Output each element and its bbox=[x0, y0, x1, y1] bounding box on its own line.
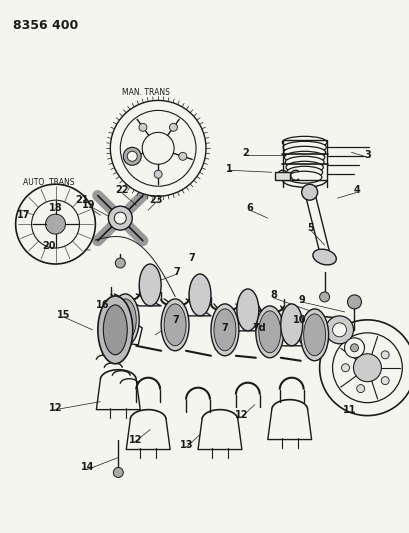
Circle shape bbox=[114, 212, 126, 224]
Circle shape bbox=[123, 147, 141, 165]
Text: 20: 20 bbox=[42, 241, 55, 251]
Ellipse shape bbox=[213, 309, 235, 351]
Text: 18: 18 bbox=[49, 203, 62, 213]
Text: 9: 9 bbox=[298, 295, 304, 305]
Circle shape bbox=[18, 186, 93, 262]
Ellipse shape bbox=[114, 299, 136, 341]
Circle shape bbox=[319, 292, 329, 302]
Text: 3: 3 bbox=[363, 150, 370, 160]
Circle shape bbox=[22, 191, 88, 257]
Ellipse shape bbox=[103, 305, 127, 355]
Circle shape bbox=[129, 152, 137, 160]
Ellipse shape bbox=[164, 304, 186, 346]
Ellipse shape bbox=[312, 249, 335, 265]
Circle shape bbox=[301, 184, 317, 200]
Text: 5: 5 bbox=[306, 223, 313, 233]
Circle shape bbox=[169, 123, 177, 131]
Text: 16: 16 bbox=[95, 300, 109, 310]
Ellipse shape bbox=[161, 299, 189, 351]
Circle shape bbox=[142, 132, 174, 164]
Ellipse shape bbox=[255, 306, 283, 358]
Circle shape bbox=[319, 320, 409, 416]
Circle shape bbox=[344, 338, 364, 358]
FancyBboxPatch shape bbox=[274, 172, 289, 180]
Circle shape bbox=[139, 123, 146, 131]
Ellipse shape bbox=[236, 289, 258, 331]
Circle shape bbox=[45, 214, 65, 234]
Text: 7: 7 bbox=[172, 315, 179, 325]
Text: 17: 17 bbox=[17, 210, 30, 220]
Text: 10: 10 bbox=[292, 315, 306, 325]
Ellipse shape bbox=[282, 141, 326, 154]
Circle shape bbox=[113, 467, 123, 478]
Ellipse shape bbox=[285, 161, 323, 173]
Ellipse shape bbox=[300, 309, 328, 361]
Text: 22: 22 bbox=[115, 185, 129, 195]
Ellipse shape bbox=[286, 166, 322, 178]
Ellipse shape bbox=[280, 304, 302, 346]
Text: 2: 2 bbox=[242, 148, 249, 158]
Text: 7: 7 bbox=[173, 267, 180, 277]
Circle shape bbox=[356, 343, 364, 351]
Ellipse shape bbox=[98, 296, 133, 364]
Text: 6: 6 bbox=[246, 203, 253, 213]
Text: 7: 7 bbox=[221, 323, 228, 333]
Circle shape bbox=[31, 200, 79, 248]
Circle shape bbox=[332, 333, 401, 402]
Ellipse shape bbox=[111, 294, 139, 346]
Text: 23: 23 bbox=[149, 195, 162, 205]
Circle shape bbox=[108, 206, 132, 230]
Text: 19: 19 bbox=[81, 200, 95, 210]
Text: MAN. TRANS: MAN. TRANS bbox=[122, 88, 170, 98]
Ellipse shape bbox=[189, 274, 211, 316]
Circle shape bbox=[110, 100, 205, 196]
Ellipse shape bbox=[139, 264, 161, 306]
Circle shape bbox=[120, 110, 196, 186]
Text: 7: 7 bbox=[188, 253, 195, 263]
Text: 15: 15 bbox=[56, 310, 70, 320]
Ellipse shape bbox=[211, 304, 238, 356]
Ellipse shape bbox=[258, 311, 280, 353]
Circle shape bbox=[27, 196, 83, 252]
Text: 12: 12 bbox=[128, 434, 142, 445]
Circle shape bbox=[154, 170, 162, 178]
Text: 8: 8 bbox=[270, 290, 276, 300]
Circle shape bbox=[332, 323, 346, 337]
Circle shape bbox=[115, 258, 125, 268]
Text: 11: 11 bbox=[342, 405, 355, 415]
Circle shape bbox=[16, 184, 95, 264]
Circle shape bbox=[117, 325, 133, 341]
Circle shape bbox=[350, 344, 357, 352]
Ellipse shape bbox=[303, 314, 325, 356]
Ellipse shape bbox=[285, 156, 323, 168]
Circle shape bbox=[325, 316, 353, 344]
Circle shape bbox=[353, 354, 380, 382]
Text: 1: 1 bbox=[225, 164, 232, 174]
Ellipse shape bbox=[281, 136, 326, 148]
Ellipse shape bbox=[284, 151, 324, 163]
Text: 12: 12 bbox=[49, 402, 62, 413]
Circle shape bbox=[127, 151, 137, 161]
Circle shape bbox=[356, 385, 364, 393]
Text: 13: 13 bbox=[180, 440, 193, 449]
Ellipse shape bbox=[283, 147, 325, 158]
Circle shape bbox=[341, 364, 348, 372]
Text: AUTO  TRANS: AUTO TRANS bbox=[22, 178, 74, 187]
Text: 12: 12 bbox=[234, 410, 248, 419]
Circle shape bbox=[178, 152, 187, 160]
Ellipse shape bbox=[287, 171, 321, 183]
Text: 21: 21 bbox=[76, 195, 89, 205]
Circle shape bbox=[347, 295, 361, 309]
Text: 7d: 7d bbox=[251, 323, 265, 333]
Text: 14: 14 bbox=[81, 463, 94, 472]
Text: 8356 400: 8356 400 bbox=[13, 19, 78, 31]
Circle shape bbox=[380, 377, 388, 385]
Text: 4: 4 bbox=[353, 185, 360, 195]
Circle shape bbox=[380, 351, 388, 359]
